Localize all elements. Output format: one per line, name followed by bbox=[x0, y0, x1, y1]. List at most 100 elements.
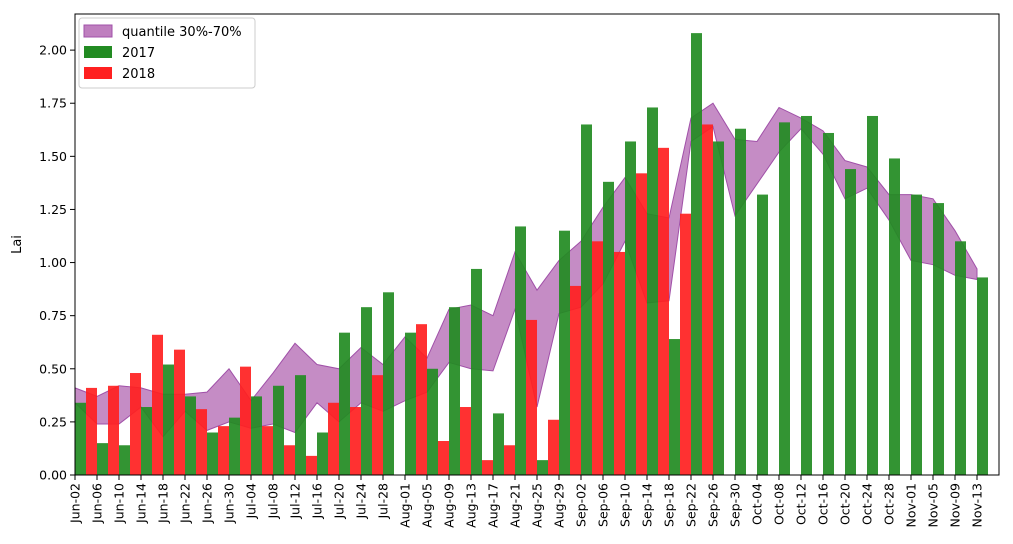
x-tick-label: Jul-08 bbox=[266, 483, 281, 520]
y-tick-label: 2.00 bbox=[39, 43, 67, 58]
bar-2017-Jul-24 bbox=[361, 307, 372, 475]
bar-2017-Aug-05 bbox=[427, 368, 438, 475]
x-tick-label: Sep-30 bbox=[728, 483, 743, 527]
x-tick-label: Oct-12 bbox=[794, 483, 809, 525]
bar-2018-Sep-10 bbox=[636, 173, 647, 475]
y-tick-label: 0.25 bbox=[39, 414, 67, 429]
legend: quantile 30%-70% 2017 2018 bbox=[78, 17, 256, 89]
bar-2018-Jun-14 bbox=[152, 334, 163, 475]
x-tick-label: Aug-05 bbox=[420, 483, 435, 528]
bar-2017-Sep-30 bbox=[735, 128, 746, 475]
bar-2017-Jul-08 bbox=[273, 385, 284, 475]
x-tick-label: Oct-08 bbox=[772, 483, 787, 525]
legend-box bbox=[78, 17, 256, 89]
bar-2017-Oct-12 bbox=[801, 115, 812, 475]
bar-2017-Jun-22 bbox=[185, 396, 196, 475]
x-tick-label: Jul-20 bbox=[332, 483, 347, 520]
bar-2017-Jun-14 bbox=[141, 407, 152, 475]
x-tick-label: Jun-02 bbox=[68, 483, 83, 524]
legend-swatch bbox=[83, 24, 113, 38]
x-tick-label: Aug-21 bbox=[508, 483, 523, 528]
bar-2018-Aug-01 bbox=[416, 324, 427, 475]
y-tick-label: 1.75 bbox=[39, 96, 67, 111]
legend-label: 2018 bbox=[122, 67, 155, 82]
bar-2018-Sep-22 bbox=[702, 124, 713, 475]
x-tick-label: Sep-22 bbox=[684, 483, 699, 527]
x-tick-label: Sep-14 bbox=[640, 483, 655, 527]
bar-2017-Jun-02 bbox=[75, 402, 86, 475]
y-tick-label: 1.50 bbox=[39, 149, 67, 164]
x-tick-label: Jun-18 bbox=[156, 483, 171, 524]
bar-2018-Sep-18 bbox=[680, 213, 691, 475]
y-axis-label: Lai bbox=[10, 235, 25, 254]
x-tick-label: Jun-30 bbox=[222, 483, 237, 524]
x-tick-label: Jul-04 bbox=[244, 483, 259, 520]
bar-2017-Sep-18 bbox=[669, 339, 680, 475]
bar-layer bbox=[75, 33, 988, 476]
bar-2018-Jul-24 bbox=[372, 375, 383, 475]
bar-2017-Oct-28 bbox=[889, 158, 900, 475]
legend-swatch bbox=[84, 67, 112, 79]
bar-2017-Aug-21 bbox=[515, 226, 526, 475]
legend-label: 2017 bbox=[122, 46, 155, 61]
bar-2018-Jun-26 bbox=[218, 426, 229, 475]
bar-2017-Jun-26 bbox=[207, 432, 218, 475]
bar-2017-Aug-17 bbox=[493, 413, 504, 475]
x-tick-label: Nov-09 bbox=[948, 483, 963, 528]
x-tick-label: Oct-28 bbox=[882, 483, 897, 525]
x-tick-label: Sep-06 bbox=[596, 483, 611, 527]
bar-2018-Aug-21 bbox=[526, 319, 537, 475]
x-tick-label: Oct-16 bbox=[816, 483, 831, 525]
bar-2018-Jun-22 bbox=[196, 409, 207, 475]
bar-2018-Sep-02 bbox=[592, 241, 603, 475]
x-tick-label: Jun-26 bbox=[200, 483, 215, 524]
x-tick-label: Jun-06 bbox=[90, 483, 105, 524]
x-tick-label: Jul-28 bbox=[376, 483, 391, 520]
bar-2018-Aug-17 bbox=[504, 445, 515, 475]
bar-2018-Aug-05 bbox=[438, 441, 449, 475]
x-tick-label: Jun-14 bbox=[134, 483, 149, 524]
bar-2017-Jul-04 bbox=[251, 396, 262, 475]
bar-2017-Jul-16 bbox=[317, 432, 328, 475]
legend-label: quantile 30%-70% bbox=[122, 25, 242, 40]
bar-2017-Nov-13 bbox=[977, 277, 988, 475]
bar-2018-Aug-25 bbox=[548, 419, 559, 475]
bar-2017-Jun-10 bbox=[119, 445, 130, 475]
bar-2017-Sep-10 bbox=[625, 141, 636, 475]
legend-swatch bbox=[84, 46, 112, 58]
bar-2017-Sep-22 bbox=[691, 33, 702, 476]
x-tick-label: Jul-12 bbox=[288, 483, 303, 520]
x-tick-label: Jul-24 bbox=[354, 483, 369, 520]
x-tick-label: Sep-26 bbox=[706, 483, 721, 527]
bar-2017-Aug-25 bbox=[537, 460, 548, 475]
bar-2018-Jul-04 bbox=[262, 426, 273, 475]
x-tick-label: Aug-29 bbox=[552, 483, 567, 528]
y-tick-label: 0.75 bbox=[39, 308, 67, 323]
bar-2018-Sep-14 bbox=[658, 147, 669, 475]
x-tick-label: Aug-25 bbox=[530, 483, 545, 528]
y-tick-label: 0.50 bbox=[39, 361, 67, 376]
bar-2017-Oct-16 bbox=[823, 132, 834, 475]
bar-2017-Nov-01 bbox=[911, 194, 922, 475]
bar-2017-Oct-04 bbox=[757, 194, 768, 475]
bar-2018-Jul-20 bbox=[350, 407, 361, 475]
bar-2018-Jun-06 bbox=[108, 385, 119, 475]
axis-layer: 0.00 0.25 0.50 0.75 1.00 1.25 1.50 1.75 2.00 Jun-… bbox=[39, 13, 1000, 528]
x-tick-label: Sep-02 bbox=[574, 483, 589, 527]
bar-2017-Sep-06 bbox=[603, 181, 614, 475]
bar-2017-Sep-02 bbox=[581, 124, 592, 475]
x-tick-label: Oct-04 bbox=[750, 483, 765, 525]
bar-2018-Jun-30 bbox=[240, 366, 251, 475]
bar-2017-Aug-09 bbox=[449, 307, 460, 475]
bar-2017-Nov-05 bbox=[933, 203, 944, 475]
bar-2017-Oct-20 bbox=[845, 169, 856, 475]
bar-2017-Aug-13 bbox=[471, 268, 482, 475]
bar-2018-Jul-08 bbox=[284, 445, 295, 475]
x-tick-label: Jun-22 bbox=[178, 483, 193, 524]
x-tick-label: Nov-01 bbox=[904, 483, 919, 527]
bar-2017-Oct-24 bbox=[867, 115, 878, 475]
x-tick-label: Aug-17 bbox=[486, 483, 501, 528]
bar-2018-Jun-10 bbox=[130, 373, 141, 475]
x-tick-label: Nov-13 bbox=[970, 483, 985, 527]
